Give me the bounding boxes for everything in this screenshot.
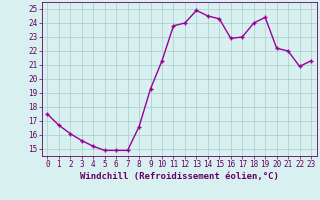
X-axis label: Windchill (Refroidissement éolien,°C): Windchill (Refroidissement éolien,°C) xyxy=(80,172,279,181)
